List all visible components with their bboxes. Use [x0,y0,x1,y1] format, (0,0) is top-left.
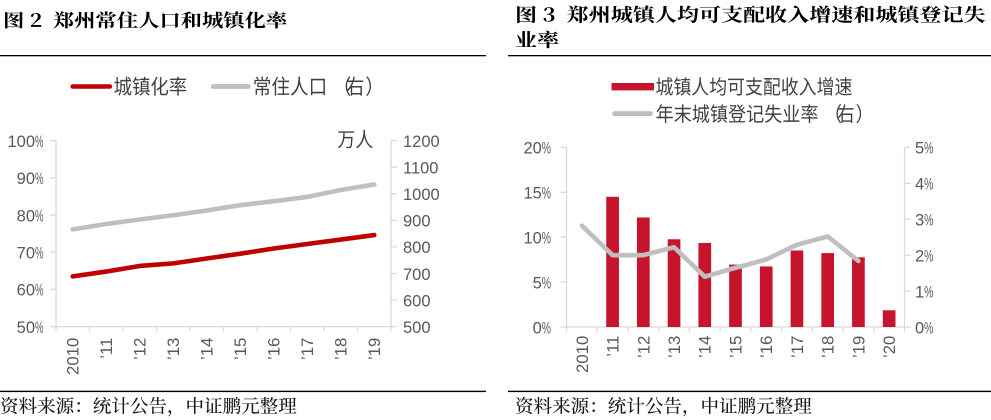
svg-text:700: 700 [403,266,431,284]
svg-text:’11: ’11 [97,338,116,359]
svg-text:50: 50 [17,319,35,337]
svg-text:%: % [924,211,933,229]
svg-text:%: % [542,319,551,337]
svg-text:’18: ’18 [819,336,838,358]
svg-text:’12: ’12 [634,336,653,358]
svg-text:5: 5 [533,274,542,292]
svg-text:80: 80 [17,207,35,225]
svg-text:3: 3 [915,212,924,230]
svg-text:’19: ’19 [365,338,384,360]
svg-text:800: 800 [403,239,431,257]
svg-text:’12: ’12 [131,338,150,360]
svg-text:10: 10 [523,230,541,248]
svg-text:%: % [924,283,933,301]
svg-text:5: 5 [915,140,924,158]
svg-text:’14: ’14 [696,336,715,358]
svg-text:’17: ’17 [788,336,807,358]
svg-text:’20: ’20 [880,336,899,358]
svg-text:%: % [542,184,551,202]
svg-text:2010: 2010 [64,338,83,375]
svg-text:’16: ’16 [265,338,284,360]
svg-text:’16: ’16 [757,336,776,358]
svg-text:’13: ’13 [665,336,684,358]
svg-text:%: % [924,247,933,265]
svg-text:20: 20 [523,140,541,158]
svg-text:’15: ’15 [231,338,250,360]
svg-text:%: % [924,175,933,193]
svg-text:%: % [35,244,44,262]
svg-text:900: 900 [403,213,431,231]
svg-text:1100: 1100 [403,160,438,178]
svg-text:100: 100 [7,133,35,151]
svg-text:1000: 1000 [403,186,440,204]
svg-text:%: % [542,139,551,157]
svg-text:’17: ’17 [298,338,317,360]
svg-text:%: % [542,274,551,292]
svg-text:’19: ’19 [849,336,868,358]
svg-text:90: 90 [17,170,35,188]
svg-text:%: % [35,132,44,150]
svg-text:70: 70 [17,245,35,263]
svg-text:500: 500 [403,319,431,337]
svg-text:%: % [35,318,44,336]
svg-text:’14: ’14 [198,338,217,360]
svg-text:’11: ’11 [604,336,623,357]
svg-text:2: 2 [915,248,924,266]
svg-text:’18: ’18 [332,338,351,360]
svg-text:15: 15 [523,185,541,203]
svg-text:60: 60 [17,282,35,300]
svg-text:%: % [924,139,933,157]
svg-text:’15: ’15 [726,336,745,358]
svg-text:%: % [924,319,933,337]
svg-text:%: % [35,281,44,299]
svg-text:0: 0 [915,319,924,337]
svg-text:1: 1 [915,283,924,301]
svg-text:2010: 2010 [573,336,592,373]
svg-text:4: 4 [915,176,924,194]
svg-text:%: % [35,207,44,225]
svg-text:600: 600 [403,292,431,310]
svg-text:%: % [35,169,44,187]
svg-text:’13: ’13 [164,338,183,360]
svg-text:0: 0 [533,319,542,337]
svg-text:1200: 1200 [403,133,440,151]
svg-text:%: % [542,229,551,247]
